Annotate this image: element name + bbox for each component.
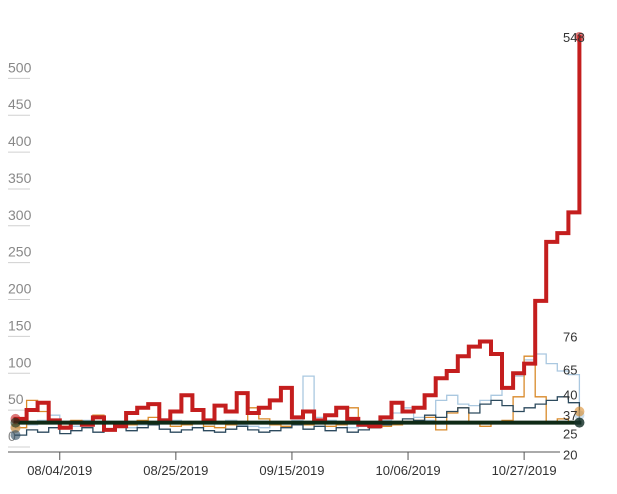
y-tick-label: 100: [8, 354, 32, 370]
series-start-point: [10, 430, 21, 441]
series-end-point: [574, 31, 585, 42]
y-axis: 050100150200250300350400450500: [8, 59, 32, 448]
series-line: [13, 35, 582, 432]
y-tick-label: 250: [8, 244, 32, 260]
y-tick-label: 500: [8, 59, 32, 75]
end-value-label: 40: [563, 388, 577, 403]
end-value-label: 37: [563, 408, 577, 423]
series-start-point: [10, 417, 21, 428]
end-value-label: 548: [563, 30, 585, 45]
end-value-label: 20: [563, 447, 577, 462]
y-tick-label: 150: [8, 317, 32, 333]
end-value-label: 65: [563, 362, 577, 377]
x-tick-label: 09/15/2019: [259, 463, 324, 478]
x-tick-label: 10/27/2019: [492, 463, 557, 478]
series-end-point: [574, 417, 585, 428]
x-tick-label: 08/25/2019: [143, 463, 208, 478]
y-tick-label: 50: [8, 391, 24, 407]
y-tick-label: 300: [8, 207, 32, 223]
y-tick-label: 400: [8, 133, 32, 149]
y-tick-label: 200: [8, 281, 32, 297]
x-tick-label: 08/04/2019: [27, 463, 92, 478]
end-value-label: 76: [563, 329, 577, 344]
marker-layer: [10, 31, 585, 441]
y-tick-label: 450: [8, 96, 32, 112]
x-axis: 08/04/2019 08/25/2019 09/15/2019 10/06/2019…: [8, 451, 560, 478]
end-value-label: 25: [563, 427, 577, 442]
y-tick-label: 350: [8, 170, 32, 186]
series-layer: [13, 35, 582, 436]
x-tick-label: 10/06/2019: [375, 463, 440, 478]
series-end-point: [574, 406, 585, 417]
end-labels: 548 76 65 40 37 25 20: [563, 30, 585, 462]
